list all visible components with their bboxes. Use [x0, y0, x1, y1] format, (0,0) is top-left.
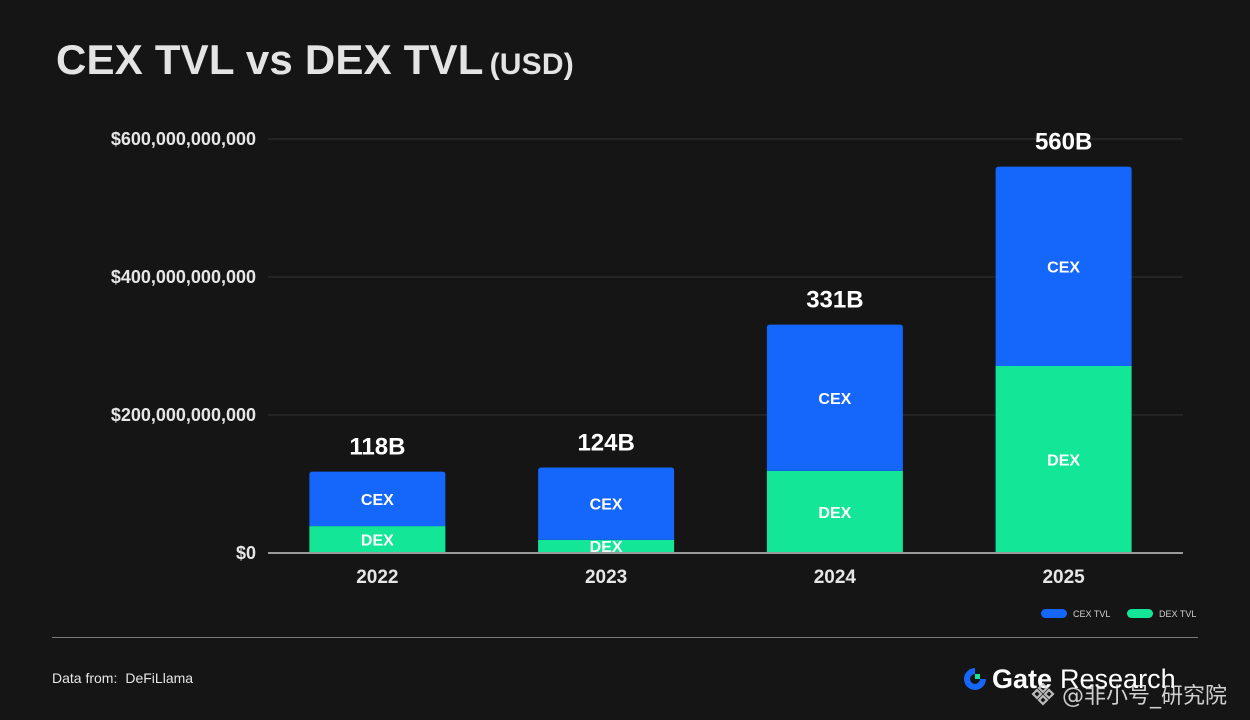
source-name: DeFiLlama [125, 670, 194, 686]
segment-label-cex: CEX [1047, 259, 1080, 276]
y-tick-label: $600,000,000,000 [111, 129, 256, 149]
x-tick-label: 2022 [356, 567, 398, 588]
watermark: @非小号_研究院 [1030, 678, 1227, 710]
segment-label-dex: DEX [818, 505, 851, 522]
watermark-text: @非小号_研究院 [1062, 684, 1228, 709]
legend-swatch [1041, 609, 1067, 618]
footer-divider [52, 637, 1198, 638]
data-source: Data from: DeFiLlama [52, 670, 193, 686]
segment-label-dex: DEX [590, 539, 623, 556]
segment-label-cex: CEX [361, 492, 394, 509]
total-label: 560B [1035, 129, 1092, 156]
brand-name: Gate [992, 663, 1053, 694]
x-tick-label: 2023 [585, 567, 627, 588]
y-tick-label: $0 [236, 543, 256, 563]
bar-segment-dex [538, 539, 675, 553]
bar-segment-cex [309, 471, 446, 527]
stacked-bar-chart: $0 $200,000,000,000 $400,000,000,000 $600,0… [111, 129, 1197, 619]
total-label: 124B [577, 429, 634, 456]
legend-swatch [1127, 609, 1153, 618]
diamond-logo-icon [1031, 682, 1055, 706]
chart-title: CEX TVL vs DEX TVL (USD) [56, 36, 574, 84]
x-tick-label: 2024 [814, 567, 857, 588]
segment-label-cex: CEX [818, 391, 851, 408]
bar-segment-cex [538, 467, 675, 540]
gate-logo-icon [964, 668, 986, 690]
brand-subtitle: Research [1060, 663, 1176, 694]
y-tick-label: $400,000,000,000 [111, 267, 256, 287]
segment-label-dex: DEX [1047, 453, 1080, 470]
bar-segment-dex [309, 526, 446, 553]
legend-label: CEX TVL [1073, 609, 1110, 619]
bar-segment-dex [995, 366, 1132, 553]
y-tick-label: $200,000,000,000 [111, 405, 256, 425]
total-label: 118B [349, 434, 405, 461]
brand-logo: Gate Research [962, 664, 1176, 694]
total-label: 331B [806, 287, 863, 314]
legend-label: DEX TVL [1159, 609, 1196, 619]
bar-segment-cex [766, 324, 903, 471]
bar-segment-cex [995, 166, 1132, 367]
x-tick-label: 2025 [1042, 567, 1085, 588]
segment-label-cex: CEX [590, 497, 623, 514]
title-unit: (USD) [489, 48, 574, 81]
source-label: Data from: [52, 670, 118, 686]
title-text: CEX TVL vs DEX TVL [56, 36, 484, 83]
bar-segment-dex [766, 470, 903, 553]
segment-label-dex: DEX [361, 533, 394, 550]
